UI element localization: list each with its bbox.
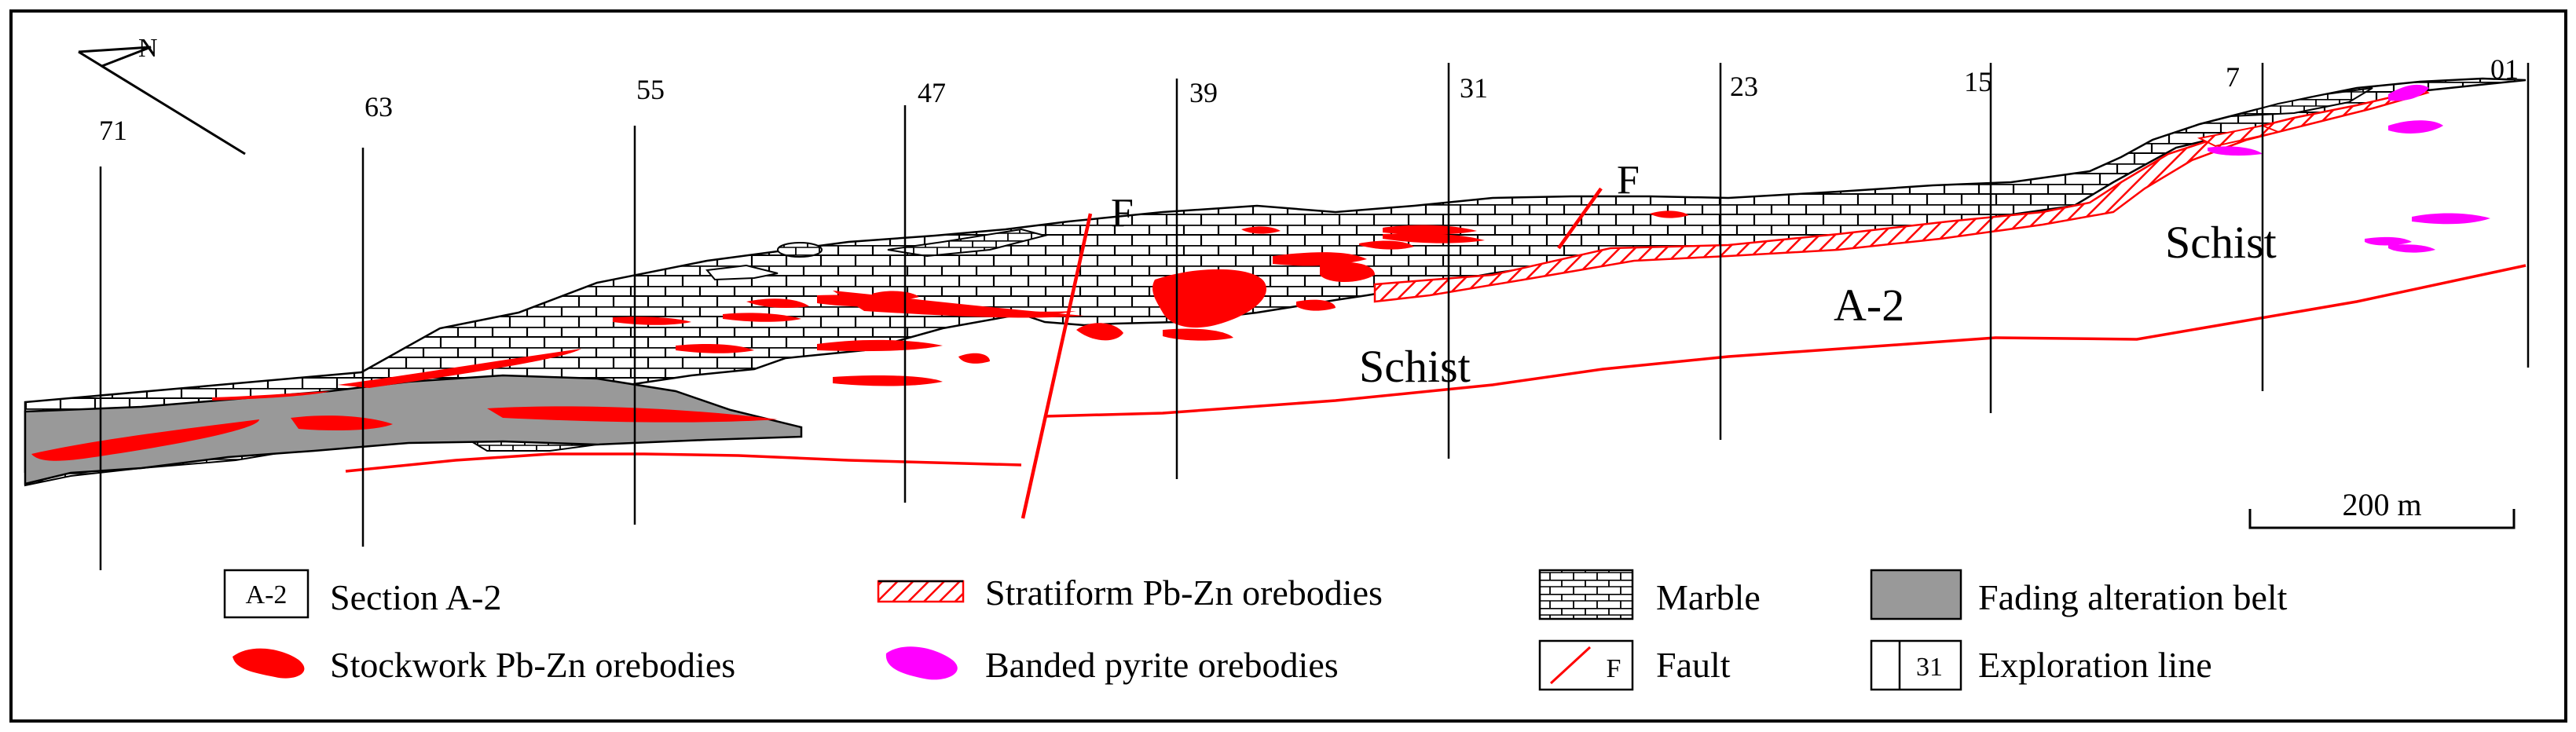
exploration-line-label: 15 [1964,66,1992,97]
fault-box [1538,639,1634,691]
exploration-line-label: 01 [2490,53,2519,85]
legend-label-marble: Marble [1656,577,1761,617]
schist-contact-line [1044,264,2527,418]
scale-bar-label: 200 m [2342,487,2421,522]
exploration-line-label: 55 [636,74,665,105]
marble-lens [887,228,1048,258]
fault-label: F [1617,158,1640,203]
marble-lens [777,242,823,258]
north-arrow-icon: N [78,34,246,156]
stratiform-orebody [2197,124,2281,148]
stratiform-orebody [1373,85,2430,303]
exploration-line-box [1870,639,1962,691]
exploration-line-label: 7 [2226,61,2240,93]
legend-label-stratiform: Stratiform Pb-Zn orebodies [985,573,1383,613]
legend-label-fading-alteration: Fading alteration belt [1978,577,2288,617]
fault-line [1557,187,1603,250]
legend-label-fault: Fault [1656,645,1731,685]
gray-fill-icon [1870,569,1962,620]
hatched-band-icon [877,580,965,603]
rock-label-schist: Schist [1359,341,1471,392]
fault-line [1021,213,1093,519]
red-blob-icon [233,648,305,679]
stockwork-orebodies [31,210,1689,461]
marble-lens [705,264,779,281]
exploration-line-label: 47 [918,77,946,108]
legend-label-exploration-line: Exploration line [1978,645,2212,685]
legend-label-section: Section A-2 [330,577,501,617]
exploration-line-label: 39 [1189,77,1218,108]
section-label: A-2 [1834,280,1904,331]
fault-line-icon [1549,646,1592,685]
scale-bar: 200 m [2248,487,2516,529]
section-box-text: A-2 [246,580,288,609]
brick-pattern-icon [1538,569,1634,620]
exploration-line-label: 71 [99,115,127,146]
fault-box-text: F [1607,654,1621,683]
fault-label: F [1111,191,1134,236]
section-box-icon [223,569,310,619]
banded-pyrite-orebodies [2208,84,2490,253]
exploration-lines [99,63,2530,570]
geology-section [24,77,2527,519]
exploration-line-label: 23 [1730,71,1758,102]
fading-alteration-belt [24,374,803,485]
exploration-line-label: 63 [365,91,393,123]
legend-label-stockwork: Stockwork Pb-Zn orebodies [330,645,735,685]
north-label: N [138,34,158,63]
legend: A-2 Section A-2 Stockwork Pb-Zn orebodie… [223,569,2288,691]
magenta-blob-icon [885,646,958,680]
marble-body [24,77,2527,473]
exploration-line-labels: 71 63 55 47 39 31 23 15 7 01 [99,53,2519,146]
schist-contact-line [345,452,1022,473]
exploration-line-box-text: 31 [1916,653,1943,682]
marble-lens [2230,87,2373,117]
legend-label-banded-pyrite: Banded pyrite orebodies [985,645,1339,685]
rock-label-schist: Schist [2165,217,2277,268]
exploration-line-label: 31 [1460,72,1488,104]
